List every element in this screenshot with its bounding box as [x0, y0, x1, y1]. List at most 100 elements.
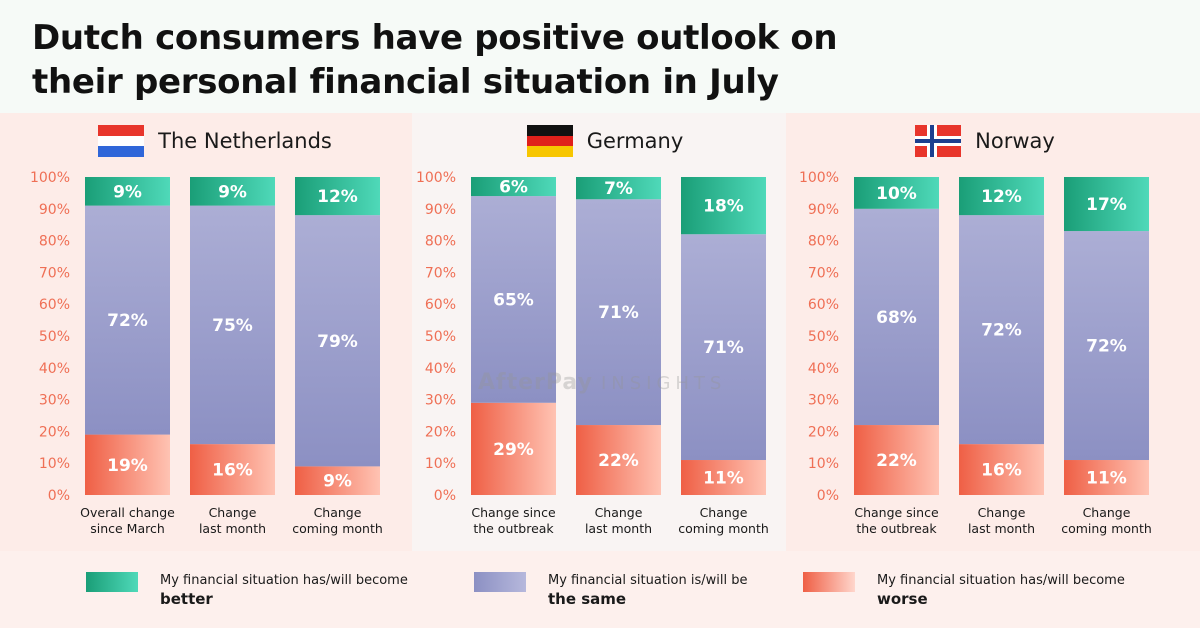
data-label-better: 6% [499, 178, 528, 198]
bar-segment-same [959, 215, 1044, 445]
y-tick-label-germany: 90% [425, 202, 456, 218]
x-category-label: the outbreak [856, 521, 937, 536]
y-tick-label-netherlands: 20% [39, 424, 70, 440]
legend-label-better: better [160, 590, 213, 608]
data-label-same: 79% [317, 332, 358, 352]
y-tick-label-norway: 20% [808, 424, 839, 440]
data-label-better: 7% [604, 179, 633, 199]
x-category-label: Change [595, 505, 643, 520]
y-tick-label-netherlands: 40% [39, 361, 70, 377]
x-category-label: Overall change [80, 505, 175, 520]
y-tick-label-norway: 90% [808, 202, 839, 218]
x-category-label: Change [978, 505, 1026, 520]
data-label-better: 12% [317, 187, 358, 207]
data-label-worse: 29% [493, 440, 534, 460]
chart-norway: 0% 10% 20% 30% 40% 50% 60% 70% 80% 90% 100% 22% 68% 1… [799, 170, 1152, 536]
bar-segment-worse [295, 466, 380, 495]
data-label-same: 72% [107, 311, 148, 331]
bar-segment-same [576, 199, 661, 426]
bar-segment-worse [959, 444, 1044, 495]
y-tick-label-germany: 30% [425, 393, 456, 409]
x-category-label: coming month [1061, 521, 1152, 536]
netherlands-flag-icon [98, 125, 145, 157]
x-category-label: last month [199, 521, 266, 536]
y-tick-label-norway: 40% [808, 361, 839, 377]
panel-header-norway: Norway [820, 122, 1150, 160]
bar-segment-better [959, 177, 1044, 216]
bar-segment-same [854, 208, 939, 426]
data-label-worse: 16% [212, 461, 253, 481]
legend-text-better: My financial situation has/will become [160, 573, 408, 588]
y-tick-label-netherlands: 50% [39, 329, 70, 345]
bar-segment-worse [576, 425, 661, 495]
y-tick-label-germany: 80% [425, 234, 456, 250]
panel-header-netherlands: The Netherlands [40, 122, 390, 160]
y-tick-label-netherlands: 80% [39, 234, 70, 250]
bar-segment-worse [190, 444, 275, 495]
y-tick-label-netherlands: 70% [39, 265, 70, 281]
chart-germany: 0% 10% 20% 30% 40% 50% 60% 70% 80% 90% 100% 29% 65% 6… [416, 170, 769, 536]
germany-flag-icon [526, 125, 573, 157]
x-category-label: Change [1083, 505, 1131, 520]
data-label-better: 9% [218, 182, 247, 202]
bar-segment-same [681, 234, 766, 461]
x-category-label: Change [314, 505, 362, 520]
title-band [0, 0, 1200, 113]
bar-segment-better [681, 177, 766, 235]
data-label-better: 9% [113, 182, 142, 202]
data-label-better: 18% [703, 197, 744, 217]
legend-text-worse: My financial situation has/will become [877, 573, 1125, 588]
data-label-same: 72% [981, 321, 1022, 341]
y-tick-label-norway: 70% [808, 265, 839, 281]
bar-segment-better [471, 177, 556, 197]
data-label-same: 75% [212, 316, 253, 336]
y-tick-label-germany: 50% [425, 329, 456, 345]
y-tick-label-germany: 70% [425, 265, 456, 281]
data-label-same: 65% [493, 290, 534, 310]
data-label-worse: 19% [107, 456, 148, 476]
y-tick-label-netherlands: 90% [39, 202, 70, 218]
x-category-label: since March [90, 521, 165, 536]
y-tick-label-germany: 20% [425, 424, 456, 440]
bar-segment-better [854, 177, 939, 209]
y-tick-label-norway: 60% [808, 297, 839, 313]
legend-label-same: the same [548, 590, 627, 608]
data-label-same: 71% [598, 303, 639, 323]
y-tick-label-netherlands: 0% [48, 488, 70, 504]
page-title: Dutch consumers have positive outlook on… [32, 18, 838, 102]
chart-netherlands: 0% 10% 20% 30% 40% 50% 60% 70% 80% 90% 100% 19% 72% 9… [30, 170, 383, 536]
legend-swatch-worse [803, 572, 855, 592]
y-tick-label-germany: 10% [425, 456, 456, 472]
x-category-label: Change since [854, 505, 939, 520]
data-label-same: 68% [876, 308, 917, 328]
y-tick-label-netherlands: 10% [39, 456, 70, 472]
bar-segment-better [1064, 177, 1149, 232]
x-category-label: coming month [292, 521, 383, 536]
data-label-worse: 22% [876, 451, 917, 471]
y-tick-label-norway: 80% [808, 234, 839, 250]
y-tick-label-norway: 30% [808, 393, 839, 409]
data-label-worse: 22% [598, 451, 639, 471]
bar-segment-better [190, 177, 275, 206]
legend-label-worse: worse [877, 590, 928, 608]
bar-segment-same [1064, 231, 1149, 461]
data-label-same: 71% [703, 338, 744, 358]
data-label-better: 10% [876, 184, 917, 204]
legend-swatch-same [474, 572, 526, 592]
legend-swatch-better [86, 572, 138, 592]
bar-segment-worse [681, 460, 766, 495]
data-label-better: 17% [1086, 195, 1127, 215]
x-category-label: last month [585, 521, 652, 536]
legend-item-better: My financial situation has/will become b… [86, 572, 416, 612]
x-category-label: the outbreak [473, 521, 554, 536]
x-category-label: Change [209, 505, 257, 520]
bar-segment-worse [471, 402, 556, 495]
y-tick-label-germany: 40% [425, 361, 456, 377]
x-category-label: Change since [471, 505, 556, 520]
y-tick-label-germany: 60% [425, 297, 456, 313]
bar-segment-better [576, 177, 661, 200]
data-label-worse: 16% [981, 461, 1022, 481]
country-name-germany: Germany [586, 129, 684, 153]
legend-text-same: My financial situation is/will be [548, 573, 748, 588]
